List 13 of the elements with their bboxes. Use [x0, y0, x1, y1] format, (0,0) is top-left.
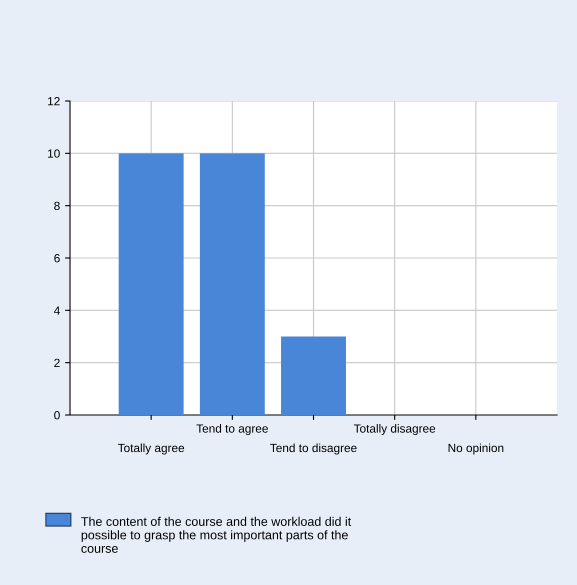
legend-label: The content of the course and the workload did it possible to grasp the most important parts of the course: [81, 516, 352, 553]
y-tick-label: 0: [54, 411, 60, 420]
x-tick-label: Totally disagree: [354, 424, 436, 436]
y-tick-label: 12: [48, 97, 60, 106]
y-tick-label: 6: [54, 254, 60, 262]
y-tick-label: 2: [54, 358, 60, 367]
y-tick-label: 8: [54, 202, 60, 210]
y-tick-label: 10: [48, 149, 60, 158]
x-tick-label: No opinion: [448, 443, 504, 454]
x-tick-label: Tend to disagree: [270, 443, 357, 454]
x-tick-label: Totally agree: [118, 443, 184, 454]
y-tick-label: 4: [54, 306, 60, 315]
x-tick-label: Tend to agree: [196, 424, 268, 436]
